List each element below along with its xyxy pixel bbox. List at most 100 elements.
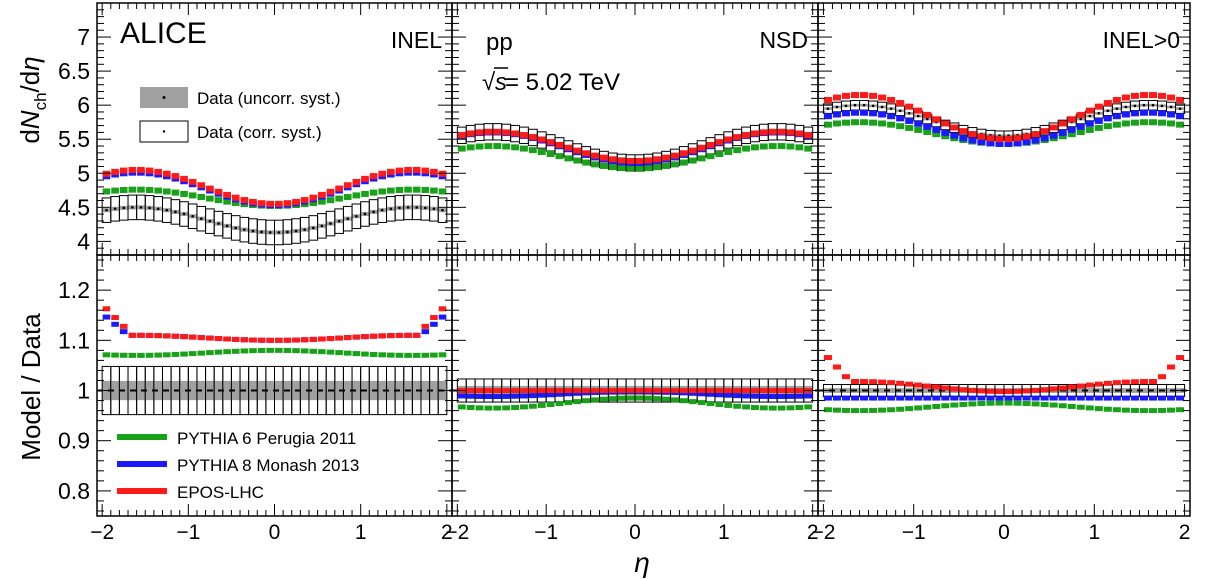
data-point bbox=[871, 104, 875, 108]
pythia6-marker bbox=[180, 190, 188, 197]
epos-ratio-marker bbox=[914, 382, 923, 388]
epos-ratio-marker bbox=[326, 336, 335, 342]
ratio-uncorr-box bbox=[1085, 388, 1095, 393]
pythia8-ratio-marker bbox=[119, 329, 128, 335]
pythia6-marker bbox=[599, 162, 608, 169]
pythia6-ratio-marker bbox=[697, 400, 706, 406]
pythia8-ratio-marker bbox=[511, 393, 520, 399]
pythia6-ratio-marker bbox=[1058, 403, 1067, 409]
pythia6-marker bbox=[841, 119, 851, 126]
pythia6-ratio-marker bbox=[1148, 408, 1157, 414]
epos-marker bbox=[1049, 124, 1058, 131]
data-point bbox=[380, 208, 384, 212]
pythia6-marker bbox=[869, 119, 878, 126]
y-axis-label-top: dNch/dη bbox=[15, 56, 50, 143]
epos-ratio-marker bbox=[395, 332, 404, 338]
pythia6-ratio-marker bbox=[283, 347, 292, 353]
pythia8-marker bbox=[923, 123, 932, 130]
epos-marker bbox=[896, 100, 905, 107]
pythia6-marker bbox=[223, 198, 231, 205]
pythia6-ratio-marker bbox=[171, 351, 180, 357]
pythia8-ratio-marker bbox=[1157, 395, 1167, 401]
pythia8-ratio-marker bbox=[914, 395, 923, 401]
pythia6-marker bbox=[154, 187, 162, 194]
ylabel-part-n: N bbox=[15, 110, 45, 129]
epos-ratio-marker bbox=[995, 388, 1004, 394]
pythia6-marker bbox=[231, 199, 240, 206]
epos-marker bbox=[564, 144, 573, 151]
epos-marker bbox=[582, 150, 591, 157]
pythia8-ratio-marker bbox=[520, 393, 528, 399]
epos-ratio-marker bbox=[1058, 385, 1067, 391]
pythia6-marker bbox=[502, 143, 511, 150]
legend-corr-marker bbox=[162, 130, 166, 133]
epos-marker bbox=[1004, 136, 1013, 143]
pythia6-marker bbox=[905, 124, 914, 131]
epos-marker bbox=[378, 170, 387, 177]
pythia8-marker bbox=[1121, 111, 1130, 118]
pythia6-marker bbox=[326, 197, 335, 204]
ratio-uncorr-box bbox=[420, 380, 430, 401]
legend-models: PYTHIA 6 Perugia 2011 PYTHIA 8 Monash 20… bbox=[117, 429, 359, 502]
pythia6-ratio-marker bbox=[977, 401, 986, 407]
ratio-uncorr-box bbox=[377, 380, 387, 401]
pythia6-ratio-marker bbox=[653, 396, 662, 402]
epos-marker bbox=[257, 200, 266, 207]
pythia6-marker bbox=[555, 153, 564, 160]
pythia6-ratio-marker bbox=[582, 398, 591, 404]
pythia8-marker bbox=[1130, 110, 1139, 117]
epos-points-top bbox=[102, 166, 447, 207]
epos-marker bbox=[706, 141, 715, 148]
pythia6-marker bbox=[635, 165, 644, 172]
pythia6-ratio-marker bbox=[111, 352, 119, 358]
pythia6-marker bbox=[786, 143, 795, 150]
data-point bbox=[363, 212, 367, 216]
x-tick-label: 0 bbox=[629, 521, 641, 544]
pythia6-ratio-marker bbox=[662, 396, 671, 402]
epos-marker bbox=[832, 94, 841, 101]
pythia6-marker bbox=[318, 198, 326, 205]
epos-ratio-marker bbox=[145, 332, 154, 338]
pythia8-ratio-marker bbox=[851, 395, 860, 401]
epos-ratio-marker bbox=[412, 332, 421, 338]
pythia8-marker bbox=[1094, 117, 1103, 124]
pythia6-ratio-marker bbox=[1121, 407, 1130, 413]
epos-marker bbox=[599, 154, 608, 161]
data-point bbox=[441, 208, 444, 212]
pythia6-ratio-marker bbox=[941, 403, 950, 409]
pythia8-ratio-marker bbox=[905, 395, 914, 401]
pythia6-ratio-marker bbox=[887, 407, 896, 413]
pythia6-marker bbox=[1094, 124, 1103, 131]
pythia8-ratio-marker bbox=[750, 393, 759, 399]
epos-marker bbox=[795, 130, 804, 137]
y-tick-label-top: 4.5 bbox=[58, 194, 90, 220]
system-label: pp bbox=[486, 29, 513, 56]
pythia6-marker bbox=[457, 145, 466, 152]
pythia6-marker bbox=[1176, 121, 1185, 128]
epos-marker bbox=[923, 111, 932, 118]
epos-ratio-marker bbox=[1157, 374, 1167, 380]
pythia8-marker bbox=[1031, 137, 1040, 144]
pythia6-marker bbox=[608, 164, 617, 171]
data-point bbox=[925, 117, 929, 121]
pythia8-ratio-marker bbox=[1022, 395, 1031, 401]
x-tick-label: 1 bbox=[355, 521, 367, 544]
pythia6-marker bbox=[197, 193, 206, 200]
pythia6-ratio-marker bbox=[869, 407, 878, 413]
ratio-uncorr-box bbox=[300, 380, 309, 401]
ratio-uncorr-box bbox=[1130, 388, 1140, 393]
epos-ratio-marker bbox=[188, 334, 197, 340]
epos-marker bbox=[759, 129, 768, 136]
pythia6-ratio-marker bbox=[387, 352, 395, 358]
epos-ratio-marker bbox=[180, 334, 188, 340]
pythia6-ratio-marker bbox=[626, 395, 635, 401]
epos-marker bbox=[786, 129, 795, 136]
pythia8-ratio-marker bbox=[832, 395, 841, 401]
data-point bbox=[844, 104, 848, 108]
legend-data: Data (uncorr. syst.) Data (corr. syst.) bbox=[139, 87, 341, 143]
epos-ratio-marker bbox=[171, 333, 180, 339]
pythia8-marker bbox=[968, 137, 977, 144]
pythia6-marker bbox=[361, 190, 369, 197]
y-tick-label-bottom: 1.2 bbox=[58, 277, 90, 303]
epos-marker bbox=[777, 128, 786, 135]
